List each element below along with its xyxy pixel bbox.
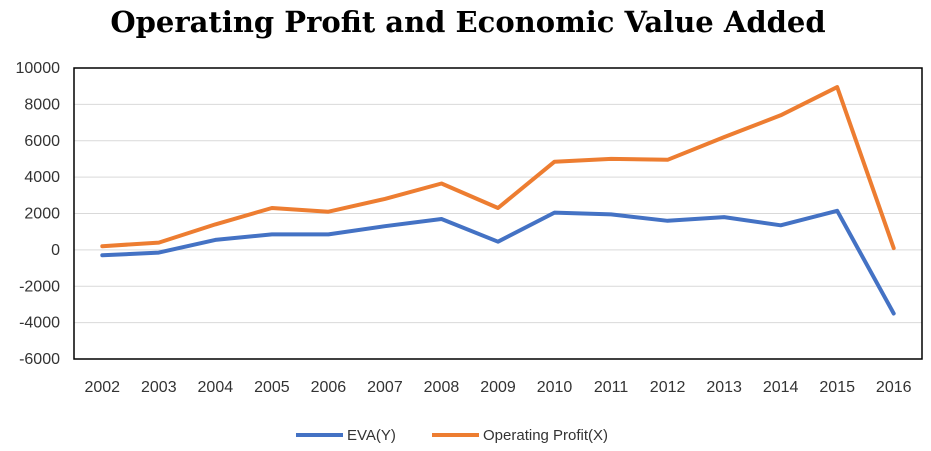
x-tick-label: 2004 bbox=[198, 379, 234, 396]
x-tick-label: 2008 bbox=[424, 379, 460, 396]
series-line-operating-profit-x bbox=[100, 85, 896, 251]
y-axis-ticks: 10000 8000 6000 4000 2000 0 -2000 -4000 -6000 bbox=[16, 60, 61, 368]
x-tick-label: 2012 bbox=[650, 379, 686, 396]
x-tick-label: 2002 bbox=[84, 379, 120, 396]
x-tick-label: 2006 bbox=[311, 379, 347, 396]
x-tick-label: 2005 bbox=[254, 379, 290, 396]
legend-label: Operating Profit(X) bbox=[483, 427, 608, 444]
x-tick-label: 2014 bbox=[763, 379, 799, 396]
x-tick-label: 2007 bbox=[367, 379, 403, 396]
series-line-eva-y bbox=[100, 208, 896, 316]
x-tick-label: 2010 bbox=[537, 379, 573, 396]
chart-title: Operating Profit and Economic Value Adde… bbox=[110, 5, 825, 39]
y-tick-label: -2000 bbox=[19, 278, 60, 295]
y-tick-label: 0 bbox=[51, 242, 60, 259]
legend: EVA(Y) Operating Profit(X) bbox=[296, 427, 608, 444]
y-tick-label: 6000 bbox=[24, 133, 60, 150]
legend-label: EVA(Y) bbox=[347, 427, 396, 444]
x-tick-label: 2015 bbox=[819, 379, 855, 396]
gridlines bbox=[74, 67, 922, 360]
y-tick-label: 4000 bbox=[24, 169, 60, 186]
series-lines bbox=[100, 85, 896, 316]
x-tick-label: 2016 bbox=[876, 379, 912, 396]
x-tick-label: 2013 bbox=[706, 379, 742, 396]
y-tick-label: 2000 bbox=[24, 206, 60, 223]
y-tick-label: 8000 bbox=[24, 96, 60, 113]
plot-area-border bbox=[73, 67, 923, 360]
y-tick-label: 10000 bbox=[16, 60, 61, 77]
x-axis-ticks: 2002 2003 2004 2005 2006 2007 2008 2009 2010 2011… bbox=[84, 379, 911, 396]
y-tick-label: -6000 bbox=[19, 351, 60, 368]
x-tick-label: 2003 bbox=[141, 379, 177, 396]
x-tick-label: 2009 bbox=[480, 379, 516, 396]
y-tick-label: -4000 bbox=[19, 315, 60, 332]
x-tick-label: 2011 bbox=[594, 379, 629, 396]
